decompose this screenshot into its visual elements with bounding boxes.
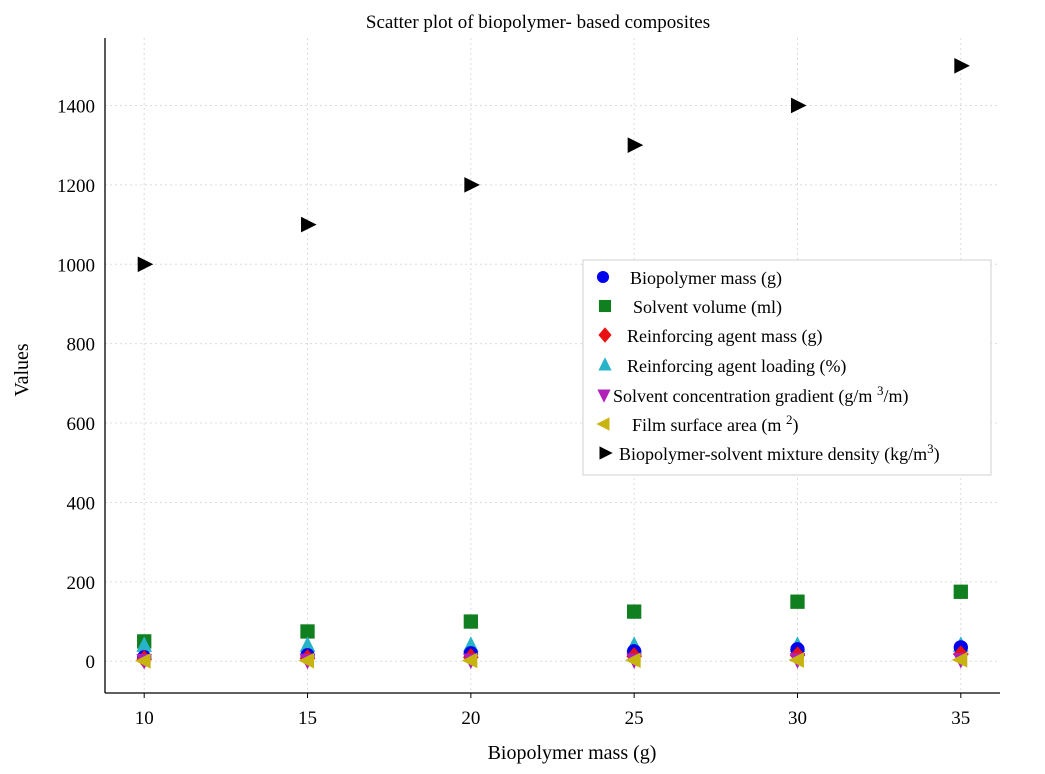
legend-label: Reinforcing agent loading (%) (627, 356, 846, 377)
data-point-s7 (137, 256, 154, 273)
legend-marker-s7 (599, 446, 613, 460)
y-tick-label: 1200 (57, 176, 95, 197)
legend-label: Solvent volume (ml) (633, 297, 782, 318)
y-tick-label: 0 (86, 652, 96, 673)
x-tick-label: 10 (135, 708, 154, 729)
legend-box (582, 259, 992, 476)
data-point-s7 (464, 177, 480, 193)
x-tick-label: 15 (298, 708, 317, 729)
y-tick-label: 600 (67, 414, 96, 435)
data-point-s4 (136, 636, 152, 652)
x-tick-label: 20 (461, 708, 480, 729)
data-point-s7 (790, 97, 807, 114)
data-point-s6 (951, 652, 968, 668)
data-point-s2 (463, 614, 478, 629)
data-point-s2 (790, 594, 805, 609)
legend-label: Solvent concentration gradient (g/m 3/m) (613, 383, 908, 407)
data-point-s2 (300, 624, 315, 639)
data-point-s6 (135, 653, 151, 669)
x-tick-label: 30 (788, 708, 807, 729)
y-tick-label: 1400 (57, 96, 95, 117)
data-point-s7 (954, 57, 970, 74)
y-tick-label: 1000 (57, 255, 95, 276)
legend: Biopolymer mass (g) Solvent volume (ml) Re… (582, 259, 992, 476)
legend-marker-s5 (597, 389, 611, 403)
data-points (135, 57, 970, 670)
axes (104, 38, 1000, 694)
legend-marker-s6 (596, 417, 610, 431)
legend-marker-s2 (598, 299, 612, 313)
data-point-s6 (298, 652, 315, 669)
data-point-s6 (461, 652, 478, 669)
data-point-s6 (625, 652, 641, 669)
legend-marker-s4 (598, 357, 612, 371)
legend-label: Reinforcing agent mass (g) (627, 326, 822, 347)
x-axis-label: Biopolymer mass (g) (488, 742, 657, 764)
legend-marker-s3 (598, 327, 612, 343)
data-point-s2 (627, 604, 642, 619)
x-tick-label: 25 (625, 708, 644, 729)
y-tick-label: 800 (67, 335, 96, 356)
data-point-s7 (627, 137, 644, 153)
tick-labels: 10 15 20 25 30 35 0 200 400 600 800 1000 1200 1400 (57, 96, 970, 729)
y-tick-label: 200 (67, 573, 96, 594)
data-point-s6 (788, 652, 804, 668)
data-point-s4 (299, 636, 316, 652)
y-axis-label: Values (11, 343, 33, 397)
y-tick-label: 400 (67, 493, 96, 514)
legend-label: Biopolymer mass (g) (630, 268, 782, 289)
data-point-s7 (301, 216, 317, 233)
x-tick-label: 35 (951, 708, 970, 729)
legend-marker-s1 (596, 270, 610, 284)
data-point-s2 (953, 584, 968, 599)
legend-label: Biopolymer-solvent mixture density (kg/m… (619, 441, 940, 465)
legend-label: Film surface area (m 2) (632, 412, 798, 436)
chart-title: Scatter plot of biopolymer- based compos… (366, 12, 710, 33)
